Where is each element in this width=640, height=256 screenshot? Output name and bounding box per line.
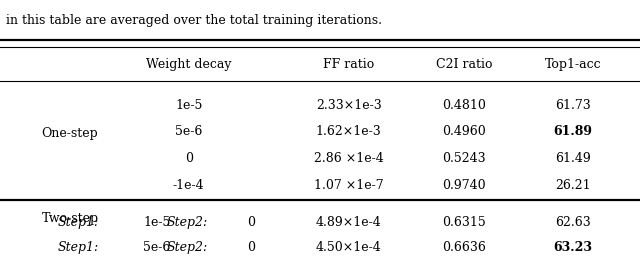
Text: 61.73: 61.73 [555,99,591,112]
Text: FF ratio: FF ratio [323,58,374,71]
Text: 0.4960: 0.4960 [442,125,486,138]
Text: Step2:: Step2: [167,216,208,229]
Text: 0: 0 [248,241,255,254]
Text: 1e-5: 1e-5 [175,99,202,112]
Text: 61.89: 61.89 [554,125,592,138]
Text: Top1-acc: Top1-acc [545,58,601,71]
Text: 0.9740: 0.9740 [442,179,486,192]
Text: 26.21: 26.21 [555,179,591,192]
Text: 0: 0 [185,152,193,165]
Text: 5e-6: 5e-6 [143,241,170,254]
Text: Two-step: Two-step [42,212,99,225]
Text: 0.6315: 0.6315 [442,216,486,229]
Text: 2.33×1e-3: 2.33×1e-3 [316,99,381,112]
Text: 0.4810: 0.4810 [442,99,486,112]
Text: 61.49: 61.49 [555,152,591,165]
Text: 2.86 ×1e-4: 2.86 ×1e-4 [314,152,383,165]
Text: Weight decay: Weight decay [146,58,232,71]
Text: 1e-5: 1e-5 [143,216,170,229]
Text: One-step: One-step [42,127,99,140]
Text: Step1:: Step1: [58,216,99,229]
Text: 4.89×1e-4: 4.89×1e-4 [316,216,381,229]
Text: 0.6636: 0.6636 [442,241,486,254]
Text: 1.62×1e-3: 1.62×1e-3 [316,125,381,138]
Text: 4.50×1e-4: 4.50×1e-4 [316,241,381,254]
Text: in this table are averaged over the total training iterations.: in this table are averaged over the tota… [6,14,383,27]
Text: 0.5243: 0.5243 [442,152,486,165]
Text: 63.23: 63.23 [554,241,592,254]
Text: C2I ratio: C2I ratio [436,58,492,71]
Text: 62.63: 62.63 [555,216,591,229]
Text: 5e-6: 5e-6 [175,125,202,138]
Text: 0: 0 [248,216,255,229]
Text: 1.07 ×1e-7: 1.07 ×1e-7 [314,179,383,192]
Text: Step2:: Step2: [167,241,208,254]
Text: -1e-4: -1e-4 [173,179,205,192]
Text: Step1:: Step1: [58,241,99,254]
